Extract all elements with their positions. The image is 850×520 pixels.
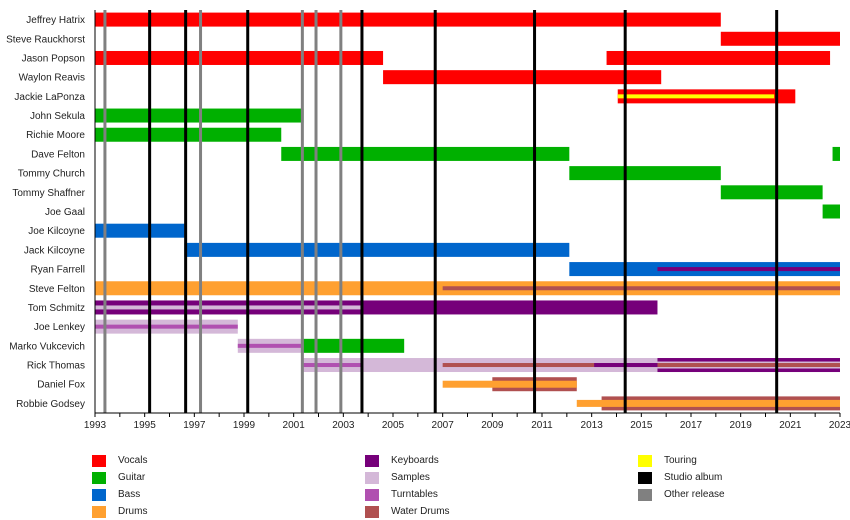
bar-guitar [822, 204, 840, 219]
bar-bass [95, 223, 185, 238]
legend-item-vocals: Vocals [92, 452, 292, 469]
legend-label: Vocals [118, 455, 148, 466]
legend-swatch [92, 505, 106, 518]
bar-vocals [720, 31, 840, 46]
bar-guitar [281, 146, 570, 161]
x-tick-label: 1999 [233, 420, 256, 431]
x-tick-label: 2019 [730, 420, 753, 431]
legend-item-other: Other release [638, 486, 838, 503]
legend-swatch [365, 471, 379, 484]
x-tick-label: 1997 [183, 420, 206, 431]
legend-label: Turntables [391, 489, 438, 500]
x-tick-label: 2011 [531, 420, 553, 431]
member-label: Tommy Church [18, 169, 85, 180]
legend-item-studio: Studio album [638, 469, 838, 486]
member-label: Tommy Shaffner [12, 188, 85, 199]
legend-item-bass: Bass [92, 486, 292, 503]
member-label: Jeffrey Hatrix [26, 15, 85, 26]
x-tick-label: 2015 [630, 420, 653, 431]
x-tick-label: 2013 [581, 420, 604, 431]
legend-item-samples: Samples [365, 469, 565, 486]
legend-swatch [92, 471, 106, 484]
member-label: Richie Moore [26, 130, 85, 141]
legend-item-drums: Drums [92, 503, 292, 520]
legend-label: Drums [118, 506, 148, 517]
member-label: Jason Popson [22, 53, 85, 64]
legend-swatch [638, 471, 652, 484]
legend-swatch [365, 454, 379, 467]
legend-swatch [638, 454, 652, 467]
x-tick-label: 1995 [134, 420, 157, 431]
x-tick-label: 2005 [382, 420, 405, 431]
member-label: Steve Felton [29, 284, 85, 295]
member-label: Jackie LaPonza [14, 92, 85, 103]
bar-guitar [832, 146, 840, 161]
bar-keyboards [95, 300, 658, 315]
member-label: John Sekula [30, 111, 85, 122]
bar-vocals [95, 50, 384, 65]
legend-item-keyboards: Keyboards [365, 452, 565, 469]
member-label: Tom Schmitz [28, 303, 85, 314]
legend-swatch [92, 454, 106, 467]
member-label: Robbie Godsey [16, 399, 85, 410]
legend-column: Touring Studio album Other release [638, 452, 838, 503]
member-label: Joe Lenkey [34, 322, 85, 333]
bar-guitar [303, 338, 405, 353]
bar-keyboards [657, 267, 840, 272]
bar-waterdrums [442, 286, 840, 291]
bar-guitar [569, 166, 721, 181]
bar-turntables [95, 324, 238, 329]
x-tick-label: 1993 [84, 420, 107, 431]
bar-turntables [237, 343, 304, 348]
member-label: Jack Kilcoyne [24, 245, 86, 256]
bar-touring [617, 94, 775, 99]
legend-column: Vocals Guitar Bass Drums [92, 452, 292, 520]
member-label: Marko Vukcevich [9, 341, 85, 352]
member-label: Ryan Farrell [31, 265, 85, 276]
bar-vocals [383, 70, 662, 85]
member-label: Waylon Reavis [19, 73, 85, 84]
legend-label: Water Drums [391, 506, 450, 517]
legend-label: Studio album [664, 472, 723, 483]
member-label: Joe Gaal [45, 207, 85, 218]
x-tick-label: 2003 [332, 420, 355, 431]
legend-label: Other release [664, 489, 725, 500]
legend-swatch [365, 505, 379, 518]
bar-vocals [95, 12, 721, 27]
x-tick-label: 2021 [779, 420, 802, 431]
legend-swatch [365, 488, 379, 501]
member-label: Steve Rauckhorst [6, 34, 85, 45]
member-label: Joe Kilcoyne [28, 226, 85, 237]
bar-guitar [95, 127, 282, 142]
legend-swatch [638, 488, 652, 501]
band-timeline-chart: Jeffrey Hatrix Steve Rauckhorst Jason Pops… [6, 10, 850, 431]
legend-item-waterdrums: Water Drums [365, 503, 565, 520]
x-tick-label: 2017 [680, 420, 703, 431]
member-label: Dave Felton [31, 149, 85, 160]
legend-item-guitar: Guitar [92, 469, 292, 486]
x-tick-label: 2007 [432, 420, 455, 431]
bar-drums [442, 380, 577, 388]
x-tick-label: 2001 [283, 420, 306, 431]
legend-swatch [92, 488, 106, 501]
bar-samples [95, 305, 362, 310]
legend-label: Keyboards [391, 455, 439, 466]
legend-item-touring: Touring [638, 452, 838, 469]
legend-column: Keyboards Samples Turntables Water Drums [365, 452, 565, 520]
bar-turntables [303, 363, 362, 368]
bar-bass [184, 242, 570, 257]
legend-label: Guitar [118, 472, 146, 483]
legend-item-turntables: Turntables [365, 486, 565, 503]
x-tick-label: 2009 [481, 420, 504, 431]
legend-label: Touring [664, 455, 697, 466]
bar-guitar [720, 185, 823, 200]
bar-drums [576, 399, 840, 407]
member-label: Daniel Fox [37, 380, 85, 391]
bar-vocals [606, 50, 831, 65]
x-tick-label: 2023 [829, 420, 850, 431]
legend-label: Samples [391, 472, 430, 483]
legend-label: Bass [118, 489, 141, 500]
member-label: Rick Thomas [27, 361, 85, 372]
